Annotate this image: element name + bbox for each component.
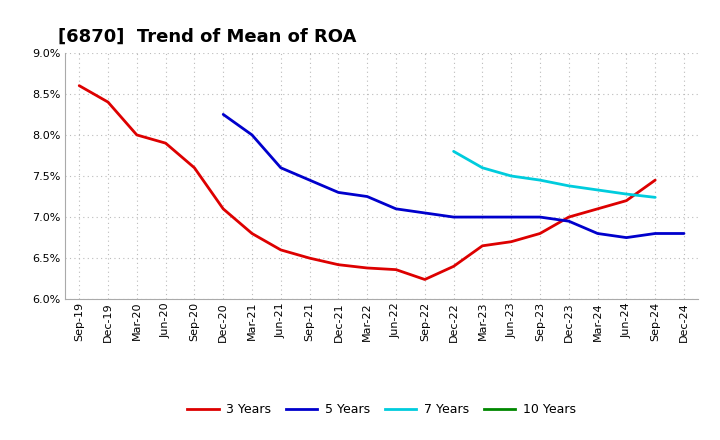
- Text: [6870]  Trend of Mean of ROA: [6870] Trend of Mean of ROA: [58, 28, 357, 46]
- Legend: 3 Years, 5 Years, 7 Years, 10 Years: 3 Years, 5 Years, 7 Years, 10 Years: [182, 398, 581, 421]
